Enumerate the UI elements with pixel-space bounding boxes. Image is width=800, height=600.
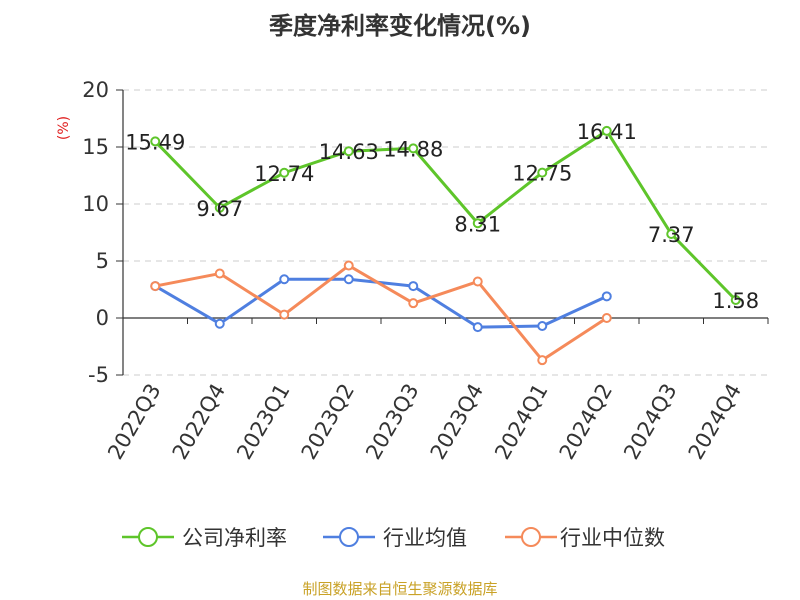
- data-point: [214, 202, 225, 213]
- legend-marker: [339, 527, 359, 547]
- data-point: [279, 274, 290, 285]
- x-tick-label: 2024Q4: [684, 380, 746, 464]
- y-tick-labels: 20 15 10 5 0 -5: [82, 78, 109, 387]
- x-tick-label: 2024Q2: [555, 380, 617, 464]
- legend-label: 行业均值: [383, 526, 467, 550]
- data-label: 9.67: [196, 197, 243, 221]
- data-point: [343, 274, 354, 285]
- data-point: [214, 268, 225, 279]
- data-point: [472, 218, 483, 229]
- data-label: 8.31: [454, 212, 501, 236]
- series-line: [154, 264, 608, 362]
- data-point: [279, 167, 290, 178]
- data-point: [472, 276, 483, 287]
- grid-lines: [123, 89, 768, 376]
- data-point: [601, 125, 612, 136]
- data-point: [150, 136, 161, 147]
- legend-marker: [521, 527, 541, 547]
- x-tick-label: 2024Q3: [619, 380, 681, 464]
- chart-title: 季度净利率变化情况(%): [269, 12, 531, 40]
- x-tick-label: 2023Q1: [232, 380, 294, 464]
- data-point: [601, 291, 612, 302]
- data-label: 14.88: [383, 137, 443, 161]
- data-point: [343, 260, 354, 271]
- data-label: 14.63: [319, 140, 379, 164]
- series-line: [154, 129, 737, 302]
- y-tick-label: 5: [96, 249, 109, 273]
- y-axis-label: (%): [56, 116, 72, 140]
- data-label: 1.58: [712, 289, 759, 313]
- data-point: [730, 294, 741, 305]
- legend: 公司净利率 行业均值 行业中位数: [122, 526, 665, 550]
- data-point: [408, 298, 419, 309]
- y-tick-label: 20: [82, 78, 109, 102]
- x-tick-label: 2023Q4: [426, 380, 488, 464]
- data-point: [666, 228, 677, 239]
- data-point: [472, 322, 483, 333]
- source-note: 制图数据来自恒生聚源数据库: [302, 580, 497, 598]
- y-tick-label: -5: [88, 363, 109, 387]
- x-tick-label: 2024Q1: [490, 380, 552, 464]
- legend-label: 行业中位数: [560, 526, 665, 550]
- legend-marker: [138, 527, 158, 547]
- legend-label: 公司净利率: [182, 526, 287, 550]
- data-label: 16.41: [577, 120, 637, 144]
- data-point: [279, 309, 290, 320]
- data-point: [150, 281, 161, 292]
- y-tick-label: 0: [96, 306, 109, 330]
- data-point: [214, 318, 225, 329]
- data-point: [343, 146, 354, 157]
- y-tick-label: 15: [82, 135, 109, 159]
- data-label: 7.37: [648, 223, 695, 247]
- series-layer: [150, 125, 741, 366]
- data-point: [408, 143, 419, 154]
- data-point: [537, 167, 548, 178]
- data-label: 12.75: [512, 162, 572, 186]
- data-point: [601, 313, 612, 323]
- x-tick-labels: 2022Q3 2022Q4 2023Q1 2023Q2 2023Q3 2023Q4 2024…: [103, 380, 746, 464]
- data-label: 15.49: [125, 130, 185, 154]
- y-tick-label: 10: [82, 192, 109, 216]
- data-point: [537, 355, 548, 366]
- x-tick-label: 2023Q2: [297, 380, 359, 464]
- data-point: [537, 320, 548, 331]
- data-point: [408, 281, 419, 292]
- data-label: 12.74: [254, 162, 314, 186]
- x-tick-label: 2023Q3: [361, 380, 423, 464]
- x-tick-label: 2022Q4: [168, 380, 230, 464]
- x-tick-label: 2022Q3: [103, 380, 165, 464]
